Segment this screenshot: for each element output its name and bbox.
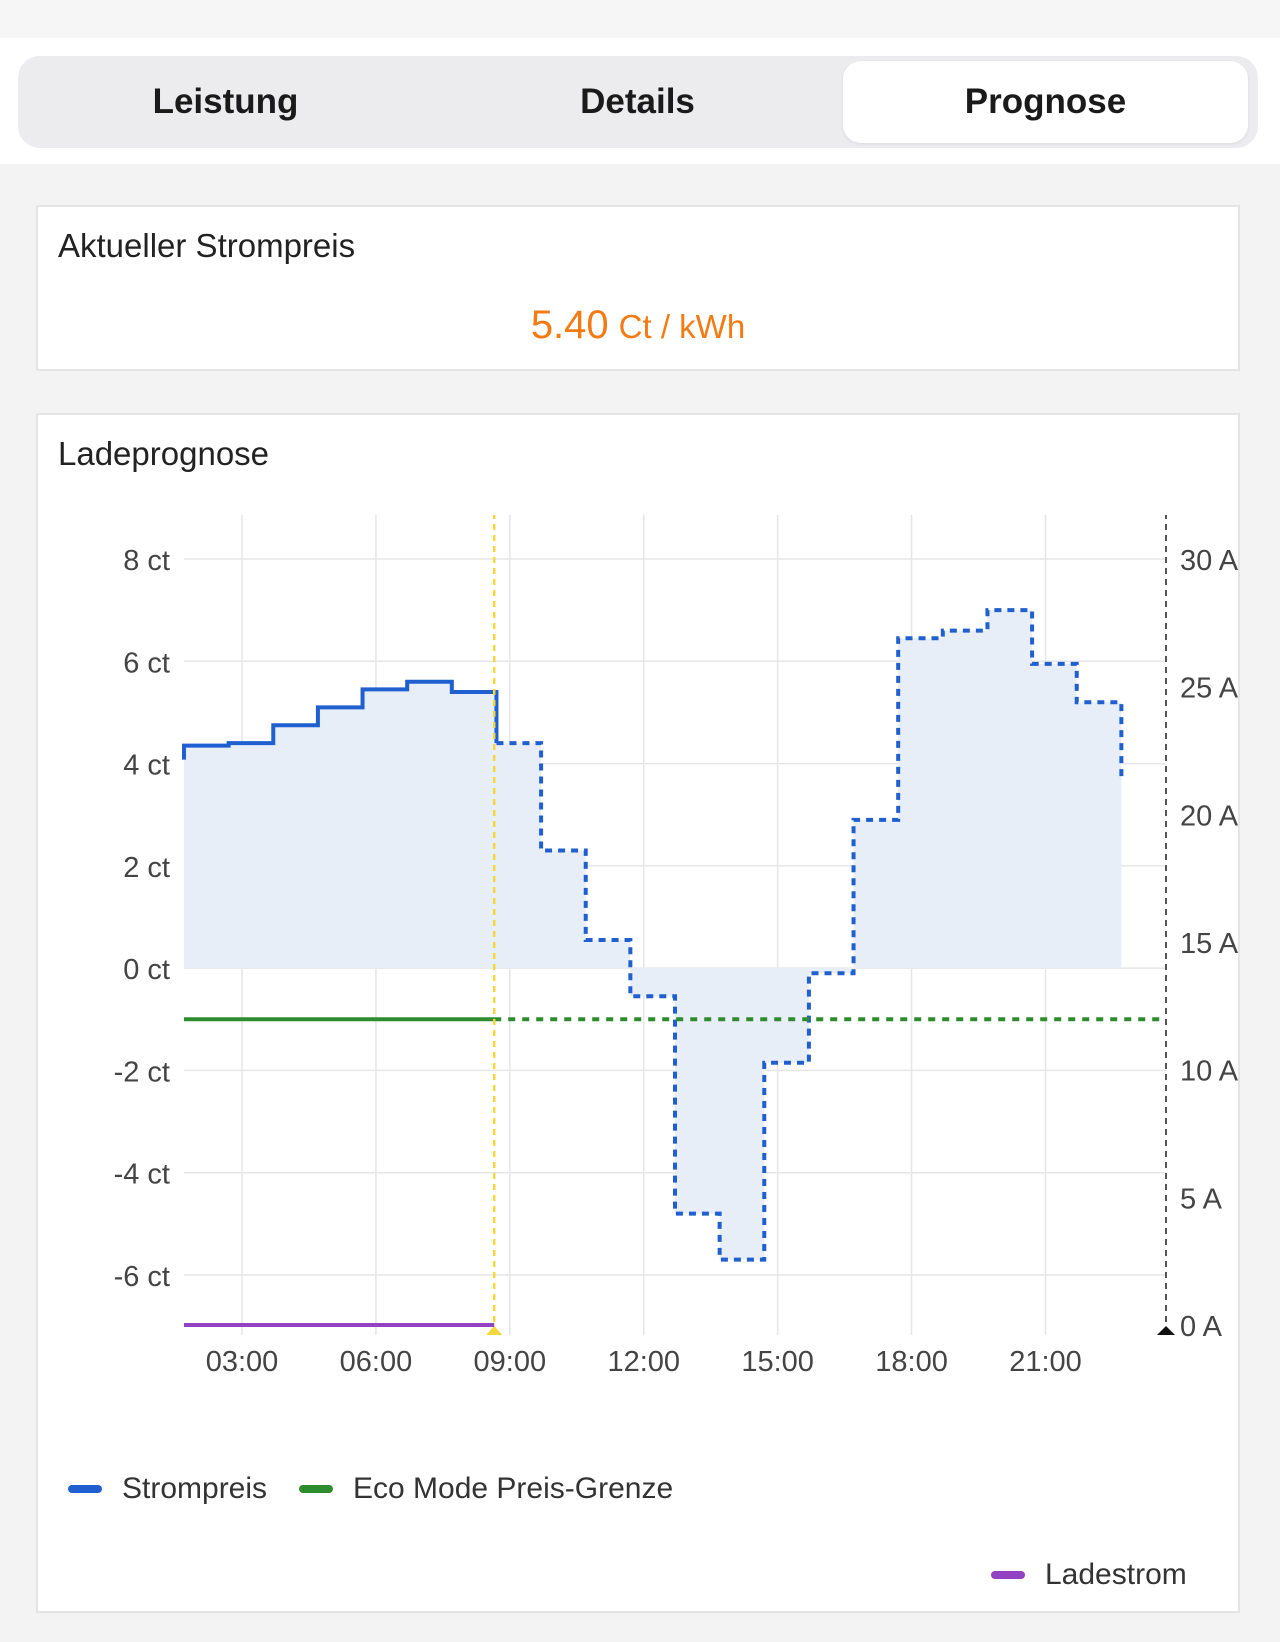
right-tick-label: 10 A (1180, 1056, 1239, 1088)
legend-swatch-strompreis (68, 1485, 102, 1493)
left-tick-label: -6 ct (114, 1261, 170, 1293)
current-price-display: 5.40 Ct / kWh (38, 303, 1238, 348)
price-fill (184, 610, 1122, 1260)
x-tick-label: 03:00 (206, 1346, 279, 1378)
segmented-tabs: Leistung Details Prognose (18, 56, 1258, 148)
tab-bar-container: Leistung Details Prognose (0, 38, 1280, 164)
forecast-chart: 8 ct 6 ct 4 ct 2 ct 0 ct -2 ct -4 ct -6 ct 30 A… (114, 515, 1239, 1378)
left-tick-label: -2 ct (114, 1056, 170, 1088)
top-strip (0, 0, 1280, 38)
tab-leistung[interactable]: Leistung (152, 82, 299, 121)
now-marker (486, 1326, 503, 1335)
legend-ladestrom[interactable]: Ladestrom (991, 1558, 1187, 1592)
forecast-card: Ladeprognose 8 ct 6 ct 4 ct 2 ct 0 ct -2 ct -4… (36, 413, 1240, 1613)
x-tick-label: 15:00 (741, 1346, 814, 1378)
left-tick-label: 8 ct (123, 545, 170, 577)
right-tick-label: 30 A (1180, 545, 1239, 577)
x-tick-label: 12:00 (607, 1346, 680, 1378)
strompreis-line-forecast (496, 608, 1124, 1262)
right-tick-label: 0 A (1180, 1311, 1223, 1343)
legend-eco-mode[interactable]: Eco Mode Preis-Grenze (299, 1472, 673, 1506)
strompreis-line-actual (182, 679, 499, 760)
legend-swatch-ladestrom (991, 1571, 1025, 1579)
x-tick-label: 09:00 (474, 1346, 547, 1378)
x-axis-ticks: 03:00 06:00 09:00 12:00 15:00 18:00 21:00 (206, 1346, 1082, 1378)
right-axis-marker (1157, 1326, 1175, 1335)
right-tick-label: 20 A (1180, 800, 1239, 832)
current-price-unit: Ct / kWh (618, 308, 746, 345)
current-price-card: Aktueller Strompreis 5.40 Ct / kWh (36, 205, 1240, 371)
left-tick-label: 4 ct (123, 750, 170, 782)
x-tick-label: 06:00 (340, 1346, 413, 1378)
right-tick-label: 25 A (1180, 673, 1239, 705)
left-tick-label: 6 ct (123, 647, 170, 679)
current-price-value: 5.40 (530, 303, 609, 347)
right-tick-label: 15 A (1180, 928, 1239, 960)
tab-prognose[interactable]: Prognose (843, 61, 1248, 143)
chart-lines (182, 515, 1175, 1335)
right-tick-label: 5 A (1180, 1183, 1223, 1215)
legend-label-strompreis: Strompreis (122, 1472, 268, 1505)
price-area (184, 610, 1122, 1260)
x-tick-label: 18:00 (875, 1346, 948, 1378)
current-price-title: Aktueller Strompreis (58, 227, 356, 264)
right-axis-ticks: 30 A 25 A 20 A 15 A 10 A 5 A 0 A (1180, 545, 1239, 1343)
left-tick-label: -4 ct (114, 1159, 170, 1191)
legend-swatch-eco-mode (299, 1485, 333, 1493)
tab-details[interactable]: Details (580, 82, 695, 121)
x-tick-label: 21:00 (1009, 1346, 1082, 1378)
left-axis-ticks: 8 ct 6 ct 4 ct 2 ct 0 ct -2 ct -4 ct -6 ct (114, 545, 170, 1293)
left-tick-label: 0 ct (123, 954, 170, 986)
legend-strompreis[interactable]: Strompreis (68, 1472, 267, 1506)
left-tick-label: 2 ct (123, 852, 170, 884)
forecast-title: Ladeprognose (58, 435, 270, 472)
legend-label-ladestrom: Ladestrom (1045, 1558, 1187, 1591)
legend-label-eco-mode: Eco Mode Preis-Grenze (353, 1472, 674, 1505)
